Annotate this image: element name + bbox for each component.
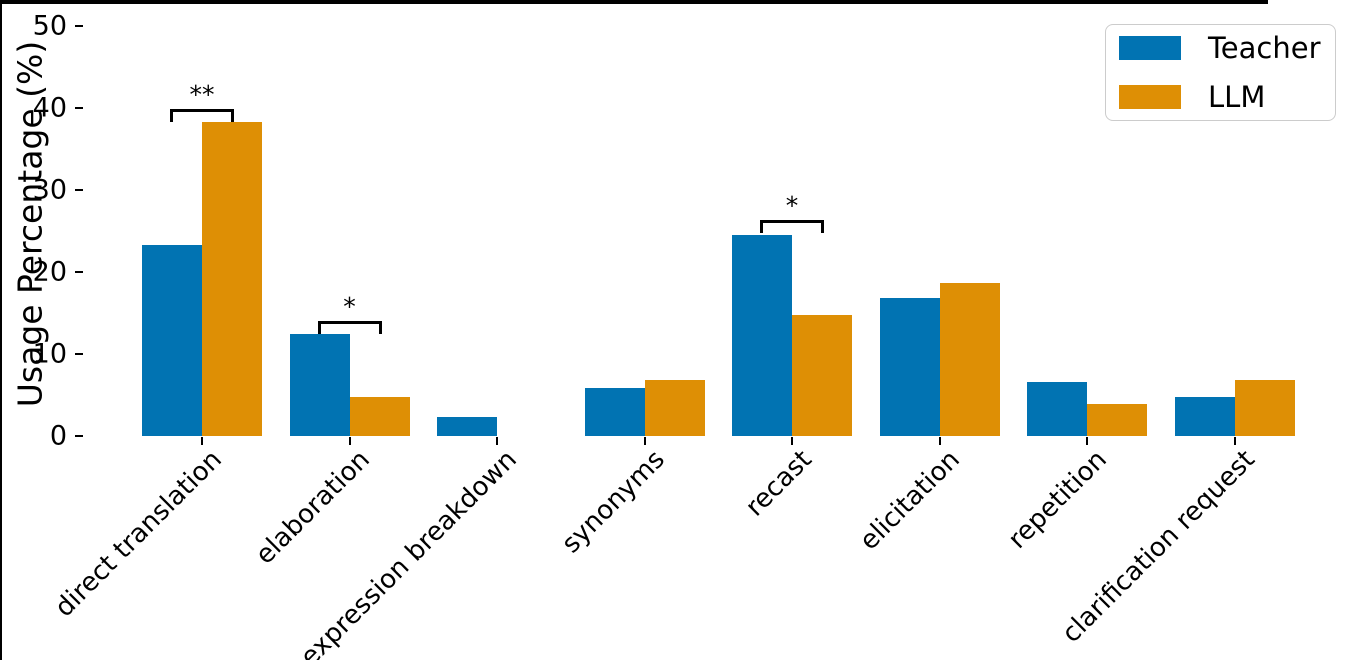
axis-spine-top (0, 2, 1268, 4)
bar-llm-elicitation (939, 283, 1000, 436)
significance-bracket-direct-translation-left (170, 108, 173, 122)
significance-stars-recast: * (785, 191, 799, 221)
bar-teacher-repetition (1027, 381, 1087, 436)
bar-teacher-expression-breakdown (437, 417, 497, 436)
y-tick-mark (75, 435, 83, 437)
bar-llm-elaboration (349, 396, 410, 436)
y-tick-mark (75, 25, 83, 27)
y-tick-mark (75, 353, 83, 355)
significance-bracket-recast-top (760, 220, 824, 224)
x-tick-mark (643, 437, 646, 445)
significance-stars-elaboration: * (343, 292, 356, 322)
bar-llm-synonyms (644, 380, 705, 436)
bar-llm-clarification-request (1234, 380, 1295, 436)
x-tick-mark (1086, 437, 1088, 445)
bar-llm-repetition (1087, 404, 1147, 436)
bar-teacher-elaboration (289, 333, 350, 436)
x-tick-mark (496, 437, 498, 445)
significance-bracket-elaboration-right (378, 321, 382, 335)
x-tick-mark (938, 437, 941, 445)
y-tick-label: 50 (32, 10, 67, 42)
y-tick-label: 40 (32, 92, 67, 124)
y-tick-label: 10 (32, 338, 67, 370)
y-tick-label: 30 (32, 174, 67, 206)
legend-item-teacher: Teacher (1119, 30, 1335, 65)
bar-llm-direct-translation (202, 121, 262, 436)
x-tick-mark (791, 437, 793, 445)
legend-swatch-teacher-icon (1119, 36, 1181, 60)
x-tick-mark (348, 437, 351, 445)
significance-bracket-recast-left (760, 220, 763, 234)
bar-teacher-recast (732, 235, 792, 436)
bar-teacher-direct-translation (142, 244, 202, 436)
legend-item-llm: LLM (1119, 79, 1335, 114)
axis-spine-left (0, 4, 2, 430)
significance-bracket-direct-translation-top (170, 108, 234, 112)
x-tick-mark (201, 437, 203, 445)
y-tick-label: 0 (49, 420, 67, 452)
significance-bracket-elaboration-left (317, 321, 321, 335)
bar-teacher-synonyms (584, 387, 645, 436)
significance-stars-direct-translation: ** (189, 79, 215, 109)
bar-llm-recast (792, 315, 852, 436)
legend-label-teacher: Teacher (1208, 30, 1321, 65)
legend: Teacher LLM (1105, 24, 1336, 121)
axis-spine-bottom (0, 0, 1268, 2)
y-tick-mark (75, 271, 83, 273)
bar-teacher-elicitation (879, 298, 940, 436)
significance-bracket-direct-translation-right (231, 108, 234, 122)
bar-teacher-clarification-request (1174, 397, 1235, 436)
legend-swatch-llm-icon (1119, 85, 1181, 109)
significance-bracket-elaboration-top (317, 321, 382, 325)
y-tick-label: 20 (32, 256, 67, 288)
axis-spine-right (0, 430, 2, 660)
y-tick-mark (75, 107, 83, 109)
x-tick-mark (1233, 437, 1236, 445)
legend-label-llm: LLM (1208, 79, 1266, 114)
significance-bracket-recast-right (821, 220, 824, 234)
y-tick-mark (75, 189, 83, 191)
